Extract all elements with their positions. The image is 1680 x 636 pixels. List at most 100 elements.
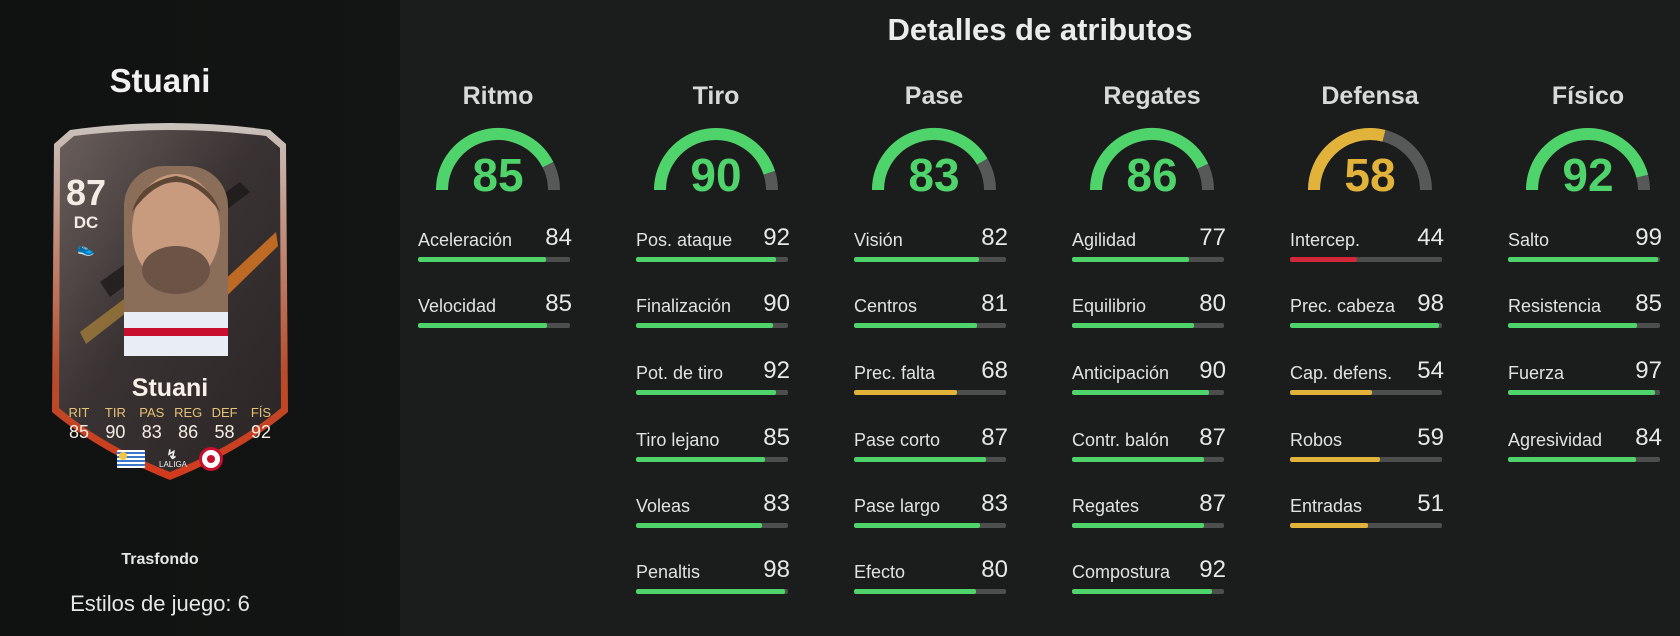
- attribute-bar-fill: [1290, 523, 1368, 528]
- category-name: Pase: [904, 82, 964, 110]
- attribute-bar-fill: [1508, 257, 1659, 262]
- category-name: Físico: [1551, 82, 1625, 110]
- attribute-bar-fill: [636, 323, 773, 328]
- attribute-label: Pos. ataque: [636, 230, 733, 250]
- attribute-label: Agresividad: [1508, 430, 1603, 450]
- trasfondo-label[interactable]: Trasfondo: [121, 551, 199, 568]
- attribute-bar-fill: [1072, 257, 1190, 262]
- attribute-bar-track: [1072, 257, 1224, 262]
- attribute-value: 98: [763, 556, 790, 583]
- attribute-bar-fill: [636, 457, 766, 462]
- gauge-fill: [1308, 128, 1386, 191]
- card-rating: 87: [65, 172, 107, 213]
- attribute-row: Tiro lejano 85: [636, 424, 796, 472]
- category-value: 58: [1344, 149, 1396, 201]
- card-stat-value: 92: [250, 422, 271, 442]
- attribute-label: Compostura: [1072, 562, 1171, 582]
- attribute-label: Penaltis: [636, 562, 701, 582]
- card-stat-label: FÍS: [250, 405, 272, 420]
- gauge-fill: [436, 128, 554, 191]
- attribute-row: Centros 81: [854, 290, 1014, 338]
- attribute-value: 54: [1417, 357, 1444, 384]
- attribute-label: Centros: [854, 296, 918, 316]
- attribute-bar-track: [1072, 523, 1224, 528]
- gauge-arc: [654, 128, 778, 191]
- attribute-row: Regates 87: [1072, 490, 1232, 538]
- category-gauge: 90: [651, 124, 781, 201]
- category-value: 90: [690, 149, 742, 201]
- attribute-bar-track: [1072, 589, 1224, 594]
- attribute-bar-fill: [1072, 523, 1205, 528]
- attribute-bar-track: [1508, 257, 1660, 262]
- attribute-bar-track: [636, 257, 788, 262]
- attribute-label: Prec. cabeza: [1290, 296, 1396, 316]
- attribute-bar-fill: [1508, 457, 1636, 462]
- attribute-label: Robos: [1290, 430, 1343, 450]
- attribute-bar-track: [1508, 457, 1660, 462]
- gauge-fill: [1526, 128, 1649, 191]
- attribute-bar-track: [1290, 390, 1442, 395]
- attribute-row: Agresividad 84: [1508, 424, 1668, 472]
- gauge-fill: [872, 128, 988, 191]
- category-value: 86: [1126, 149, 1178, 201]
- attribute-bar-track: [636, 523, 788, 528]
- attribute-bar-fill: [854, 589, 976, 594]
- category-value: 92: [1562, 149, 1614, 201]
- player-card[interactable]: 87 DC 👟 Stuani RIT TIR PAS REG DEF FÍS 8…: [40, 122, 300, 492]
- attribute-bar-fill: [1072, 457, 1205, 462]
- attribute-bar-fill: [636, 390, 776, 395]
- attribute-row: Voleas 83: [636, 490, 796, 538]
- attribute-value: 84: [545, 224, 572, 251]
- attribute-bar-track: [1290, 323, 1442, 328]
- attribute-bar-fill: [1072, 390, 1209, 395]
- attribute-label: Intercep.: [1290, 230, 1361, 250]
- attribute-row: Pase largo 83: [854, 490, 1014, 538]
- attribute-bar-track: [636, 457, 788, 462]
- category-gauge: 58: [1305, 124, 1435, 201]
- attribute-value: 83: [981, 490, 1008, 517]
- attribute-value: 92: [1199, 556, 1226, 583]
- attribute-label: Fuerza: [1508, 363, 1565, 383]
- attribute-bar-track: [1508, 323, 1660, 328]
- attribute-row: Agilidad 77: [1072, 224, 1232, 272]
- category-value: 83: [908, 149, 960, 201]
- attribute-value: 80: [981, 556, 1008, 583]
- attribute-bar-fill: [1290, 457, 1380, 462]
- attribute-label: Pot. de tiro: [636, 363, 724, 383]
- attribute-value: 99: [1635, 224, 1662, 251]
- card-stat-value: 85: [68, 422, 90, 442]
- attribute-value: 81: [981, 290, 1008, 317]
- card-stat-values: 85 90 83 86 58 92: [62, 422, 278, 443]
- attribute-bar-fill: [1290, 257, 1357, 262]
- attribute-row: Equilibrio 80: [1072, 290, 1232, 338]
- league-logo-text: LALIGA: [159, 460, 188, 469]
- attribute-row: Entradas 51: [1290, 490, 1450, 538]
- attribute-value: 87: [1199, 490, 1226, 517]
- card-stat-label: PAS: [139, 405, 165, 420]
- category-name: Ritmo: [462, 82, 534, 110]
- attribute-value: 80: [1199, 290, 1226, 317]
- attribute-bar-track: [636, 589, 788, 594]
- attribute-bar-track: [854, 589, 1006, 594]
- attribute-bar-fill: [854, 390, 958, 395]
- gauge-arc: [436, 128, 560, 191]
- attribute-value: 85: [1635, 290, 1662, 317]
- attribute-label: Efecto: [854, 562, 906, 582]
- card-stat-value: 83: [141, 422, 162, 442]
- attribute-bar-fill: [636, 257, 776, 262]
- attribute-row: Pos. ataque 92: [636, 224, 796, 272]
- attribute-bar-track: [418, 257, 570, 262]
- attribute-bar-track: [854, 323, 1006, 328]
- attribute-bar-track: [854, 257, 1006, 262]
- attribute-label: Salto: [1508, 230, 1550, 250]
- attribute-bar-fill: [854, 523, 981, 528]
- attribute-bar-track: [1072, 457, 1224, 462]
- page-title: Detalles de atributos: [887, 12, 1193, 47]
- attribute-label: Aceleración: [418, 230, 513, 250]
- attribute-bar-track: [1072, 323, 1224, 328]
- attribute-bar-track: [854, 457, 1006, 462]
- attribute-label: Resistencia: [1508, 296, 1602, 316]
- attribute-bar-track: [1290, 257, 1442, 262]
- attribute-label: Prec. falta: [854, 363, 936, 383]
- attribute-value: 85: [545, 290, 572, 317]
